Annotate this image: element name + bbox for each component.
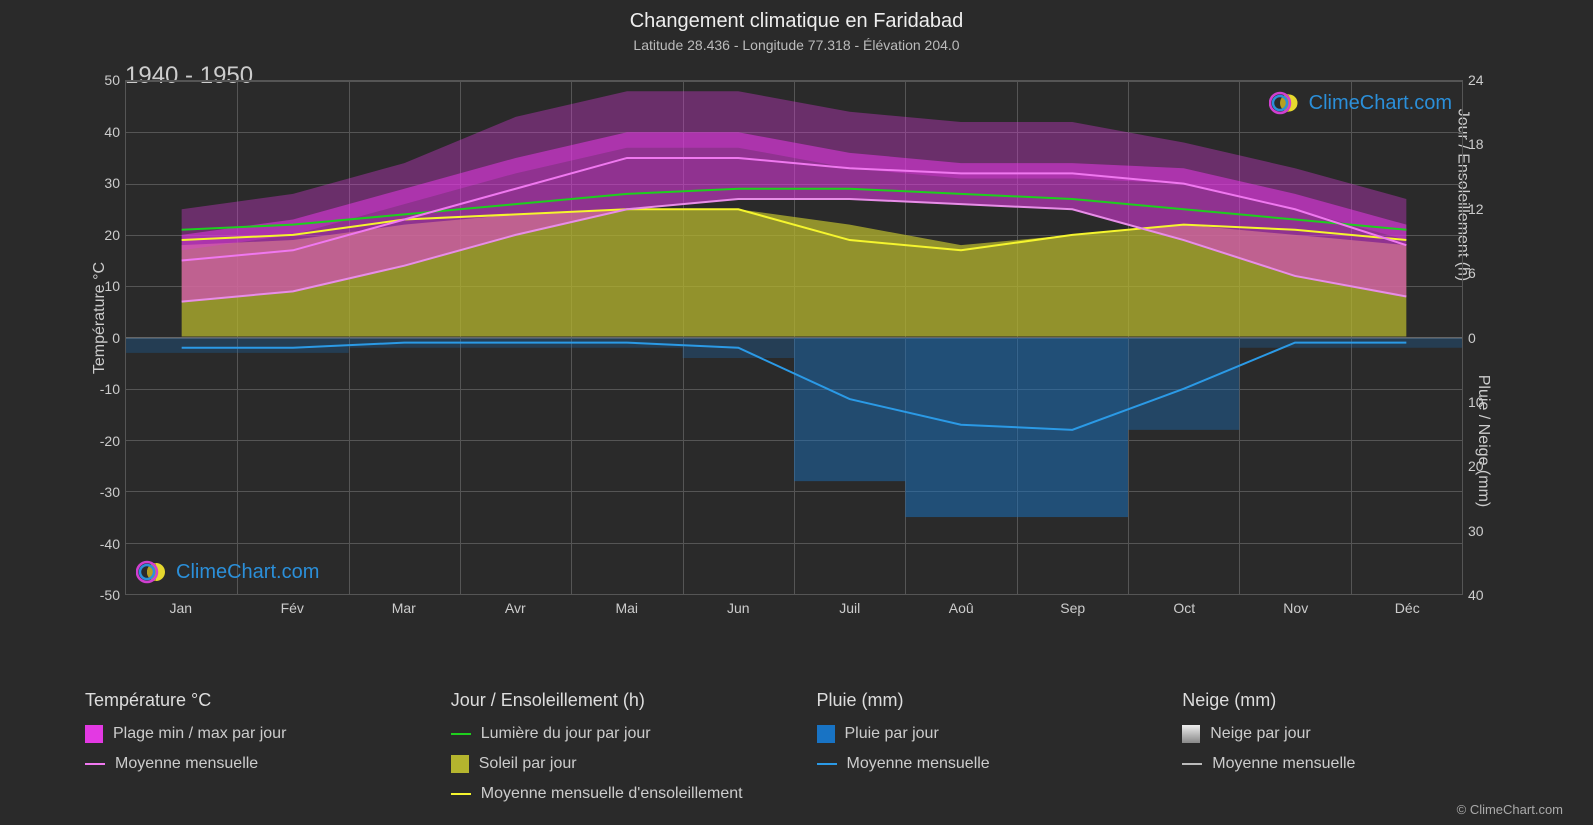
month-label: Sep — [1060, 600, 1085, 616]
legend-label: Neige par jour — [1210, 725, 1311, 743]
month-label: Mar — [392, 600, 416, 616]
ytick-right: 30 — [1468, 523, 1484, 539]
ytick-left: -30 — [100, 484, 120, 500]
legend-label: Soleil par jour — [479, 755, 577, 773]
month-label: Fév — [281, 600, 304, 616]
legend-line — [451, 733, 471, 735]
legend-item: Soleil par jour — [451, 755, 777, 773]
month-label: Mai — [615, 600, 638, 616]
legend-item: Moyenne mensuelle — [1182, 755, 1508, 773]
ytick-right: 10 — [1468, 394, 1484, 410]
ytick-right: 24 — [1468, 72, 1484, 88]
legend-item: Plage min / max par jour — [85, 725, 411, 743]
chart-subtitle: Latitude 28.436 - Longitude 77.318 - Élé… — [40, 37, 1553, 53]
ytick-right: 6 — [1468, 265, 1476, 281]
legend-swatch — [85, 725, 103, 743]
ytick-left: 50 — [104, 72, 120, 88]
legend-label: Plage min / max par jour — [113, 725, 286, 743]
legend-header: Pluie (mm) — [817, 690, 1143, 711]
legend: Température °C Plage min / max par jour … — [85, 690, 1508, 815]
month-label: Oct — [1173, 600, 1195, 616]
legend-header: Température °C — [85, 690, 411, 711]
legend-label: Moyenne mensuelle — [847, 755, 990, 773]
legend-item: Moyenne mensuelle — [817, 755, 1143, 773]
ytick-left: 40 — [104, 124, 120, 140]
chart-title: Changement climatique en Faridabad — [40, 10, 1553, 33]
month-label: Avr — [505, 600, 526, 616]
ytick-right: 18 — [1468, 136, 1484, 152]
ytick-right: 0 — [1468, 330, 1476, 346]
legend-line — [1182, 763, 1202, 765]
legend-header: Jour / Ensoleillement (h) — [451, 690, 777, 711]
plot-area: ClimeChart.com ClimeChart.com — [125, 80, 1463, 595]
legend-col-temp: Température °C Plage min / max par jour … — [85, 690, 411, 815]
month-label: Juil — [839, 600, 860, 616]
chart-container: Changement climatique en Faridabad Latit… — [40, 10, 1553, 625]
watermark-text: ClimeChart.com — [176, 561, 319, 584]
legend-item: Lumière du jour par jour — [451, 725, 777, 743]
ytick-right: 20 — [1468, 458, 1484, 474]
ytick-left: 20 — [104, 227, 120, 243]
legend-item: Neige par jour — [1182, 725, 1508, 743]
chart-svg — [126, 81, 1462, 594]
ytick-right: 12 — [1468, 201, 1484, 217]
legend-item: Pluie par jour — [817, 725, 1143, 743]
legend-label: Moyenne mensuelle — [1212, 755, 1355, 773]
ytick-left: -50 — [100, 587, 120, 603]
logo-icon — [1269, 91, 1303, 115]
ytick-right: 40 — [1468, 587, 1484, 603]
legend-col-rain: Pluie (mm) Pluie par jour Moyenne mensue… — [817, 690, 1143, 815]
legend-swatch — [1182, 725, 1200, 743]
legend-item: Moyenne mensuelle d'ensoleillement — [451, 785, 777, 803]
month-label: Jun — [727, 600, 750, 616]
watermark-text: ClimeChart.com — [1309, 92, 1452, 115]
legend-label: Lumière du jour par jour — [481, 725, 651, 743]
month-label: Déc — [1395, 600, 1420, 616]
legend-swatch — [451, 755, 469, 773]
ytick-left: -40 — [100, 536, 120, 552]
watermark-bottom-left: ClimeChart.com — [136, 560, 319, 584]
legend-col-snow: Neige (mm) Neige par jour Moyenne mensue… — [1182, 690, 1508, 815]
watermark-top-right: ClimeChart.com — [1269, 91, 1452, 115]
legend-line — [817, 763, 837, 765]
copyright: © ClimeChart.com — [1457, 802, 1563, 817]
month-label: Nov — [1283, 600, 1308, 616]
legend-header: Neige (mm) — [1182, 690, 1508, 711]
legend-label: Moyenne mensuelle d'ensoleillement — [481, 785, 743, 803]
legend-col-daylight: Jour / Ensoleillement (h) Lumière du jou… — [451, 690, 777, 815]
logo-icon — [136, 560, 170, 584]
ytick-left: 0 — [112, 330, 120, 346]
legend-line — [451, 793, 471, 795]
ytick-left: -10 — [100, 381, 120, 397]
legend-swatch — [817, 725, 835, 743]
legend-line — [85, 763, 105, 765]
ytick-left: 30 — [104, 175, 120, 191]
legend-item: Moyenne mensuelle — [85, 755, 411, 773]
month-label: Aoû — [949, 600, 974, 616]
legend-label: Moyenne mensuelle — [115, 755, 258, 773]
month-label: Jan — [169, 600, 192, 616]
legend-label: Pluie par jour — [845, 725, 939, 743]
ytick-left: 10 — [104, 278, 120, 294]
ytick-left: -20 — [100, 433, 120, 449]
